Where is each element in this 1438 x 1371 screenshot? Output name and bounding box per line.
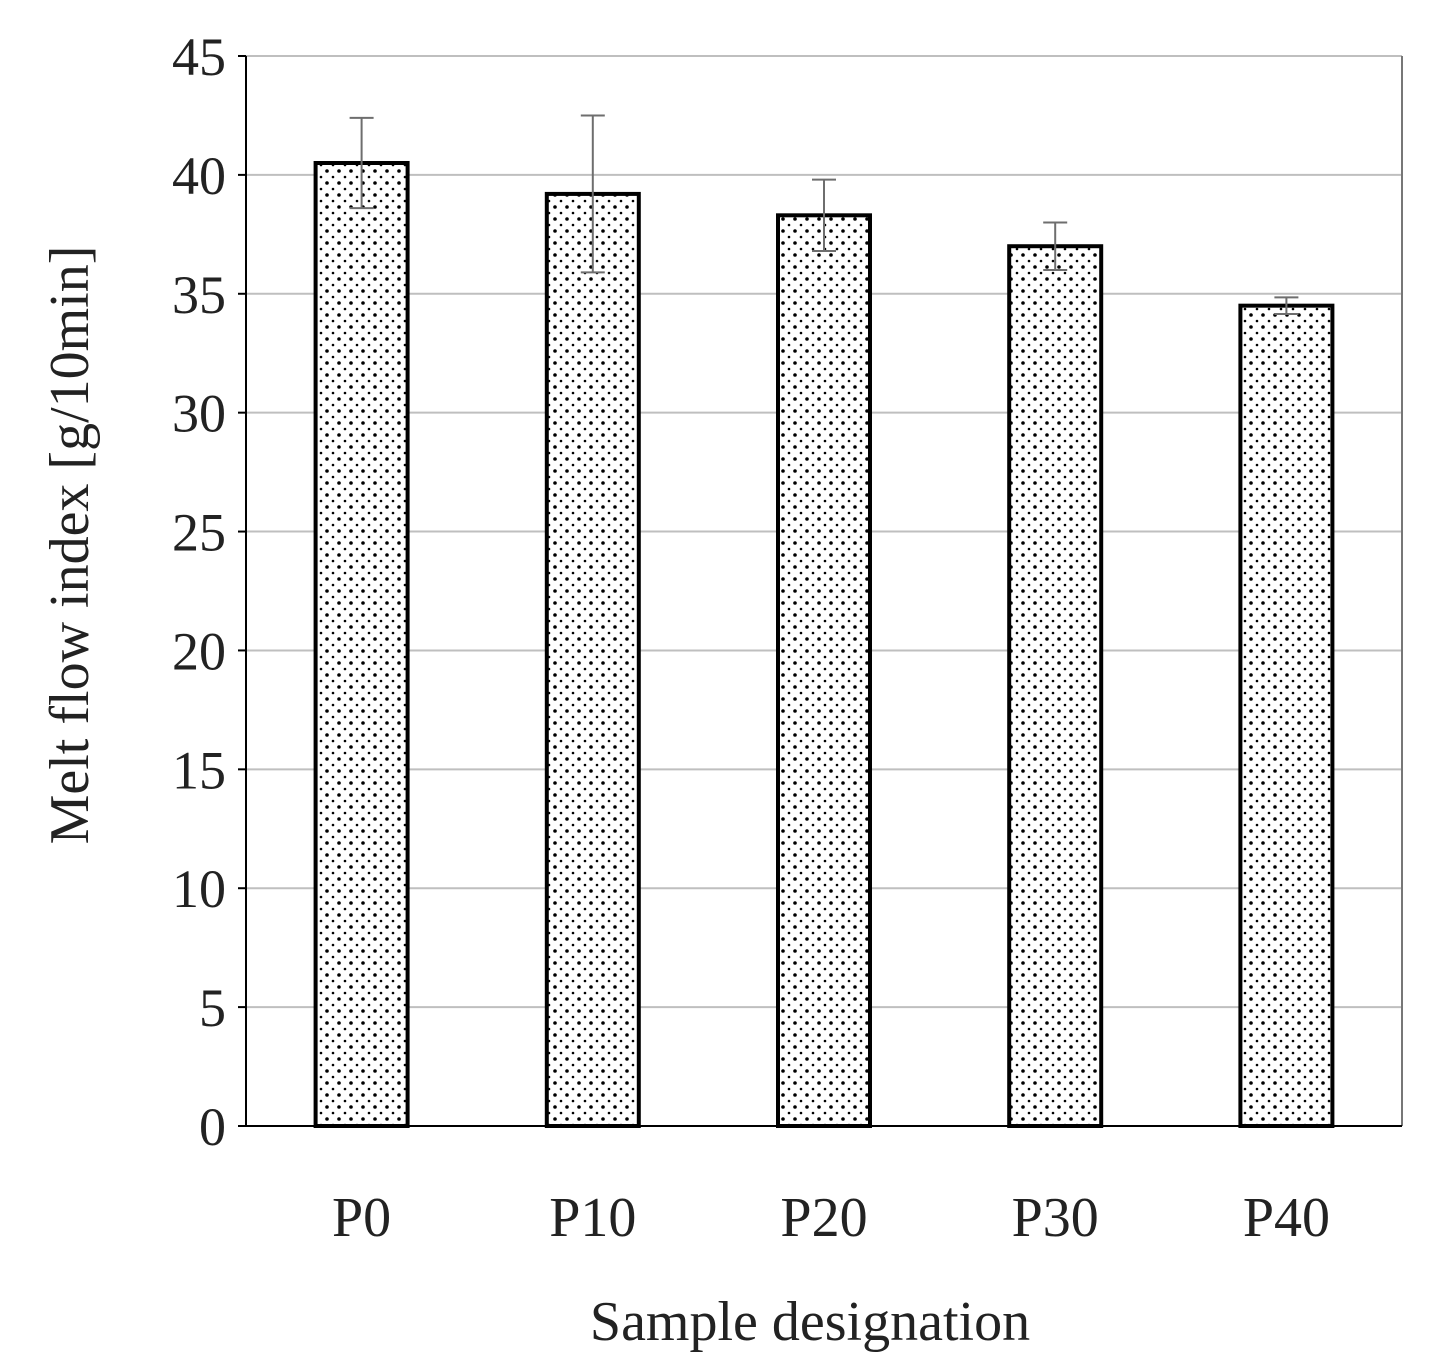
y-tick-label: 10 <box>172 859 226 919</box>
x-tick-label: P20 <box>780 1187 867 1249</box>
bar-P0 <box>313 161 410 1128</box>
bar-P20 <box>776 213 872 1129</box>
y-tick-label: 25 <box>172 503 226 563</box>
y-tick-label: 0 <box>199 1097 226 1157</box>
y-tick-label: 40 <box>172 146 226 206</box>
error-bar-P20 <box>812 178 836 252</box>
bar-P40 <box>1238 303 1335 1128</box>
x-tick-label: P0 <box>332 1187 391 1249</box>
bars <box>313 114 1335 1129</box>
y-axis-label: Melt flow index [g/10min] <box>39 246 101 845</box>
axes <box>238 55 1403 1127</box>
error-bar-P30 <box>1043 221 1068 271</box>
y-tick-labels: 0 5 10 15 20 25 30 35 40 45 <box>172 27 226 1157</box>
y-tick-label: 30 <box>172 384 226 444</box>
x-axis-label: Sample designation <box>590 1291 1030 1353</box>
x-tick-label: P30 <box>1012 1187 1099 1249</box>
error-bar-P40 <box>1274 296 1299 315</box>
error-bar-P0 <box>349 116 374 210</box>
x-tick-label: P10 <box>549 1187 636 1249</box>
bar-P30 <box>1007 244 1104 1128</box>
x-tick-label: P40 <box>1243 1187 1330 1249</box>
error-bar-P10 <box>580 114 605 274</box>
bar-P10 <box>544 191 641 1128</box>
y-tick-label: 35 <box>172 265 226 325</box>
x-tick-labels: P0 P10 P20 P30 P40 <box>332 1187 1330 1249</box>
y-tick-label: 15 <box>172 740 226 800</box>
y-tick-label: 5 <box>199 978 226 1038</box>
y-tick-label: 45 <box>172 27 226 87</box>
y-tick-label: 20 <box>172 621 226 681</box>
